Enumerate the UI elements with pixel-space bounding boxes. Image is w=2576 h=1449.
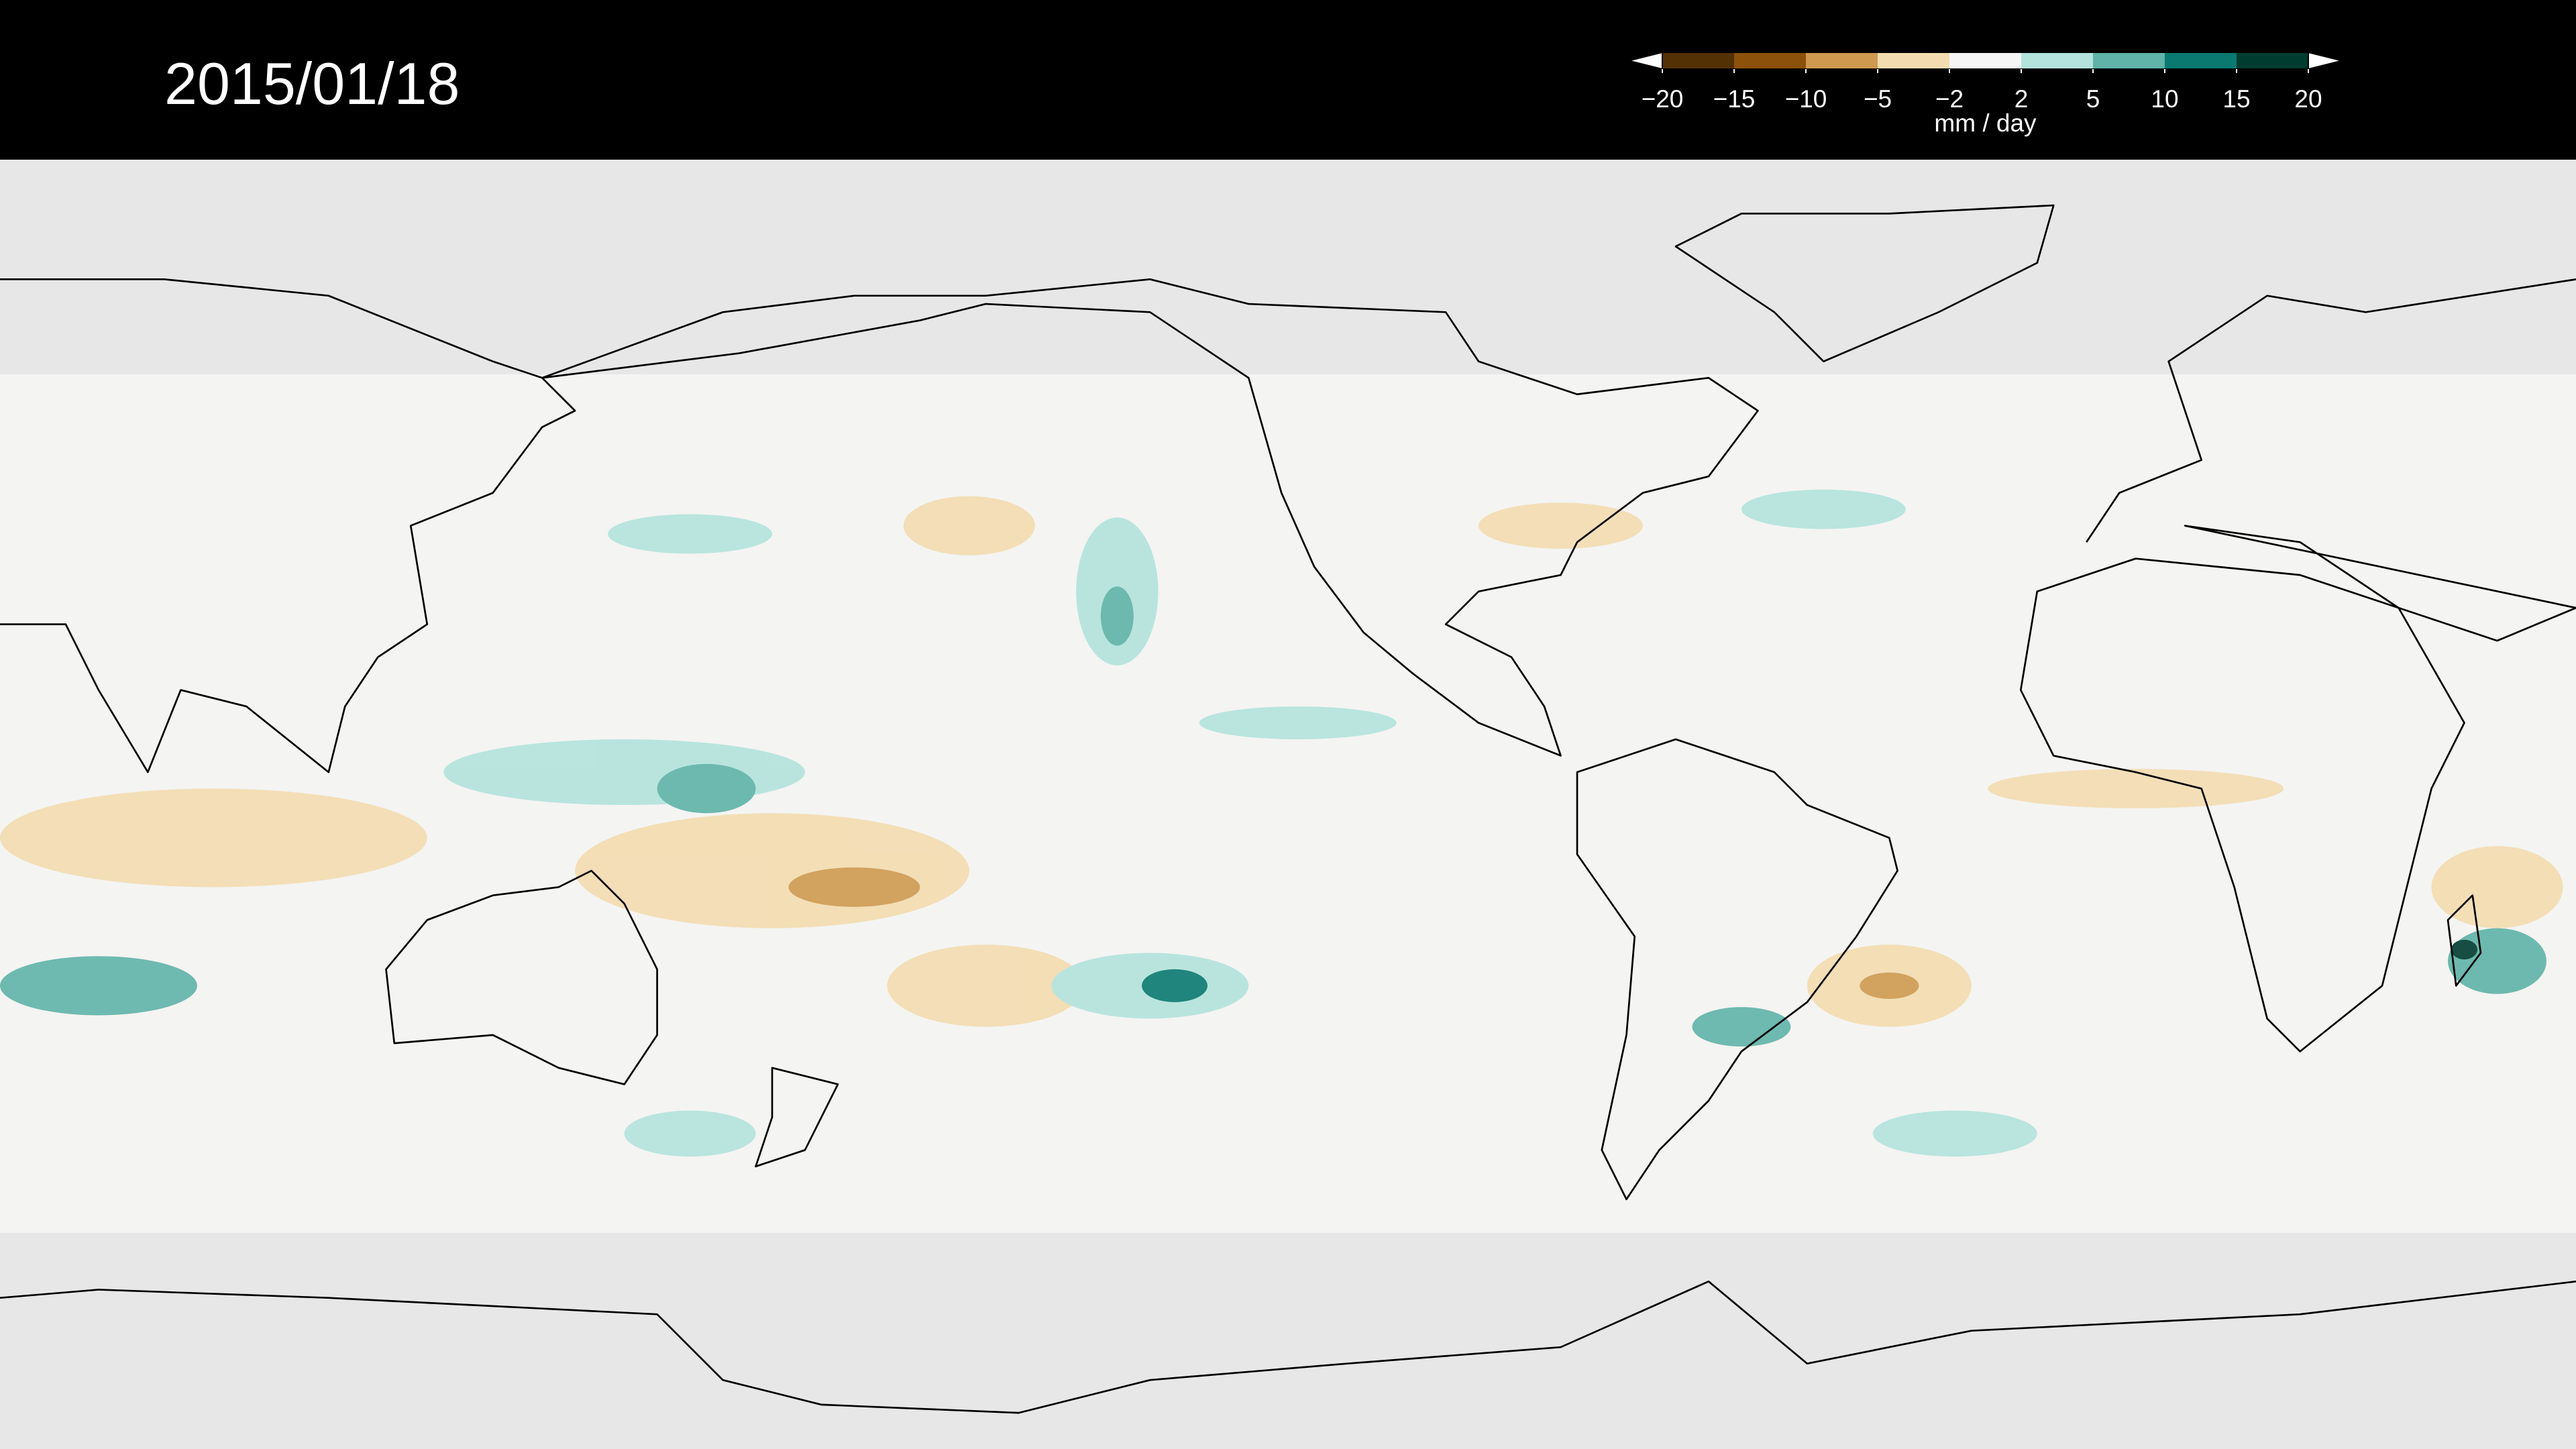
colorbar-tick-label: 10 — [2151, 85, 2178, 113]
date-title: 2015/01/18 — [164, 50, 460, 117]
colorbar-tick-label: 5 — [2086, 85, 2100, 113]
colorbar-swatch — [2093, 52, 2165, 69]
colorbar-tick-label: −5 — [1864, 85, 1892, 113]
colorbar-tick-label: 2 — [2015, 85, 2029, 113]
colorbar-swatch — [1734, 52, 1806, 69]
colorbar-tick-label: −20 — [1642, 85, 1684, 113]
colorbar-unit: mm / day — [1934, 109, 2037, 137]
colorbar: −20 −15 −10 −5 −2 2 5 10 15 20 mm / day — [1628, 51, 2343, 137]
colorbar-tick-label: −10 — [1785, 85, 1827, 113]
colorbar-tick-label: −2 — [1935, 85, 1964, 113]
colorbar-swatch — [1662, 52, 1734, 69]
colorbar-tick-label: 15 — [2222, 85, 2250, 113]
colorbar-swatch — [2237, 52, 2308, 69]
colorbar-swatch — [1806, 52, 1878, 69]
header-bar — [0, 0, 2576, 160]
map — [0, 204, 2576, 1414]
colorbar-tick-label: 20 — [2294, 85, 2322, 113]
anomaly-patterns — [0, 489, 2563, 1157]
colorbar-swatch — [2021, 52, 2093, 69]
colorbar-swatch — [1878, 52, 1949, 69]
coastlines — [0, 204, 2576, 1414]
colorbar-swatch — [1949, 52, 2021, 69]
colorbar-tick-label: −15 — [1713, 85, 1756, 113]
colorbar-swatch — [2165, 52, 2237, 69]
colorbar-frame — [1662, 52, 2309, 70]
